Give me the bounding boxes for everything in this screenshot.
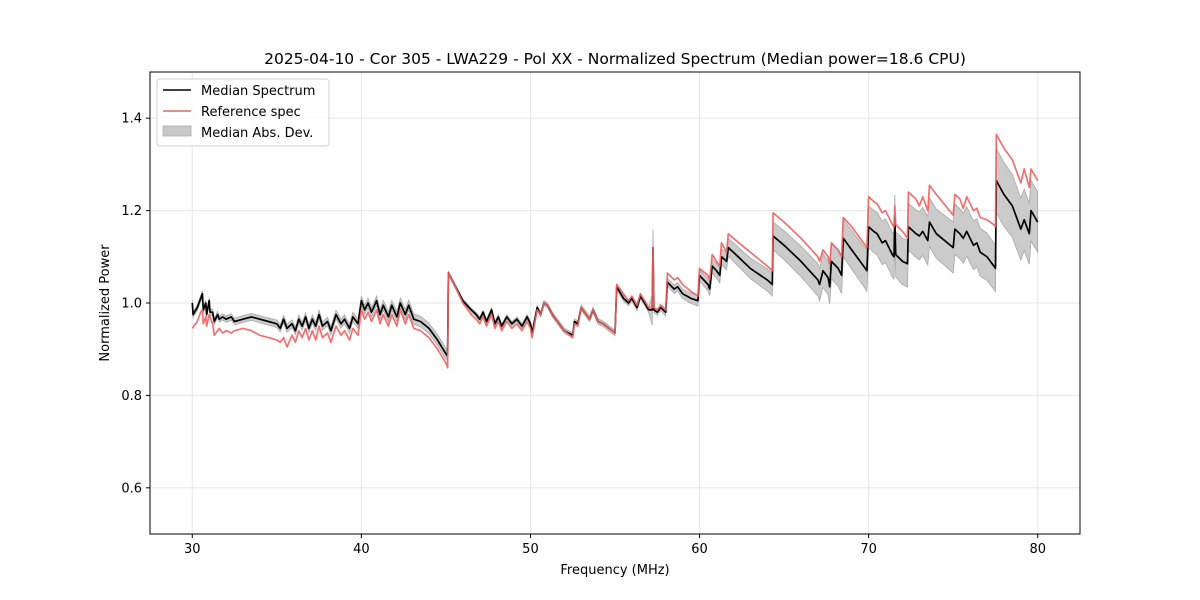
legend-label-mad: Median Abs. Dev.	[201, 126, 313, 141]
x-tick-label: 80	[1029, 542, 1046, 557]
legend: Median Spectrum Reference spec Median Ab…	[156, 78, 330, 147]
x-axis-label: Frequency (MHz)	[560, 563, 669, 578]
x-tick-label: 30	[184, 542, 201, 557]
x-tick-label: 50	[522, 542, 539, 557]
y-axis-ticks: 0.6 0.8 1.0 1.2 1.4	[121, 112, 150, 496]
reference-spec-line	[191, 133, 1039, 369]
y-tick-label: 1.4	[121, 112, 142, 127]
y-tick-label: 0.6	[121, 481, 142, 496]
legend-box	[156, 78, 330, 147]
y-tick-label: 1.2	[121, 204, 142, 219]
x-axis-ticks: 30 40 50 60 70 80	[184, 534, 1046, 557]
x-tick-label: 60	[691, 542, 708, 557]
x-tick-label: 70	[860, 542, 877, 557]
y-axis-label: Normalized Power	[98, 244, 113, 362]
mad-band	[191, 148, 1039, 360]
legend-label-median: Median Spectrum	[201, 84, 315, 99]
y-tick-label: 1.0	[121, 297, 142, 312]
legend-swatch-mad	[162, 125, 192, 137]
legend-label-reference: Reference spec	[201, 105, 301, 120]
series-lines-layer	[191, 133, 1039, 369]
chart-title: 2025-04-10 - Cor 305 - LWA229 - Pol XX -…	[264, 50, 966, 68]
y-tick-label: 0.8	[121, 389, 142, 404]
x-tick-label: 40	[353, 542, 370, 557]
mad-band-layer	[191, 148, 1039, 360]
